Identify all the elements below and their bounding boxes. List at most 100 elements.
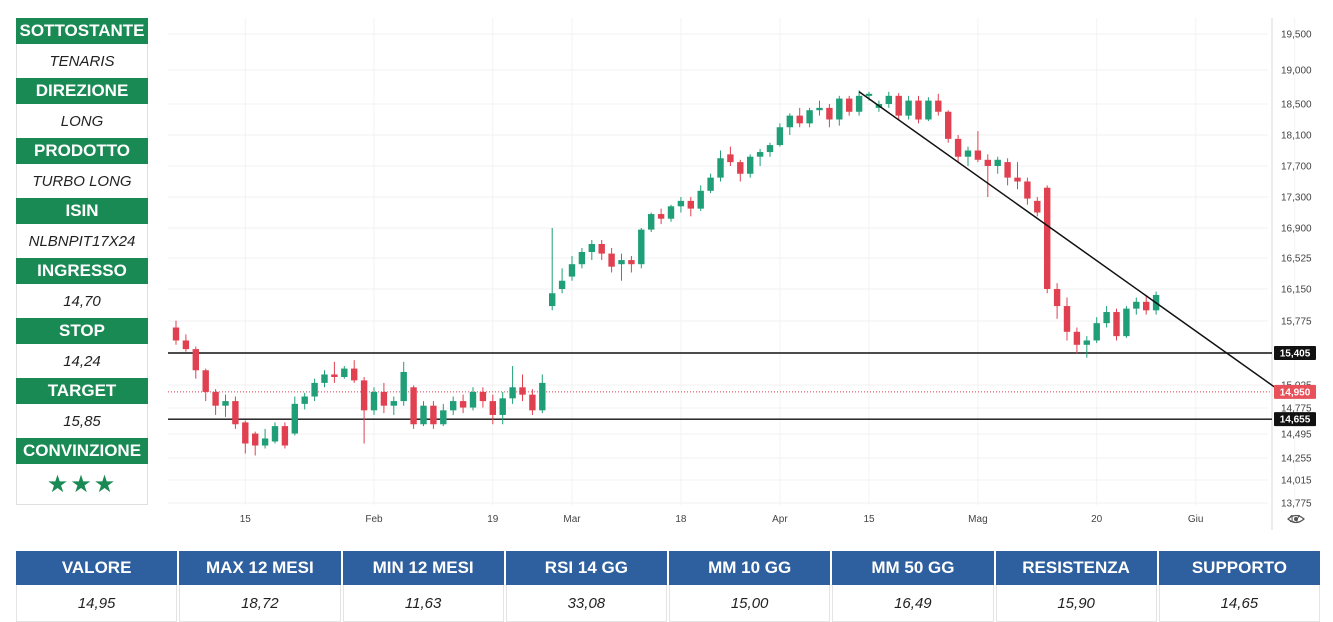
- x-tick-label: Mar: [563, 514, 581, 525]
- candle-body: [608, 253, 615, 267]
- candle-body: [390, 401, 397, 406]
- candle-body: [747, 156, 754, 174]
- candle: [855, 90, 863, 116]
- candle: [499, 391, 506, 425]
- candle-body: [974, 150, 982, 160]
- candle: [677, 197, 685, 213]
- candle: [509, 366, 516, 404]
- label-convinzione: CONVINZIONE: [16, 438, 148, 464]
- candle-body: [1004, 162, 1011, 178]
- candle: [1053, 283, 1061, 319]
- label-ingresso: INGRESSO: [16, 258, 148, 284]
- candle-body: [905, 100, 912, 116]
- candle: [994, 156, 1001, 174]
- candle-body: [499, 398, 506, 415]
- candle: [450, 396, 457, 415]
- candle-body: [271, 426, 279, 442]
- candle: [271, 422, 279, 444]
- candle: [638, 228, 645, 269]
- value-stop: 14,24: [16, 344, 148, 378]
- candle: [954, 135, 962, 163]
- candle: [1133, 297, 1140, 315]
- candle-body: [202, 370, 209, 392]
- candle-body: [400, 371, 407, 402]
- candle-body: [796, 115, 803, 124]
- price-chart: 19,500 19,000 18,500 18,100 17,700 17,300 16,9…: [168, 18, 1316, 530]
- candle: [430, 401, 437, 429]
- candle: [331, 361, 338, 383]
- value-sottostante: TENARIS: [16, 44, 148, 78]
- candle-body: [915, 100, 922, 120]
- candle-body: [677, 200, 685, 207]
- label-isin: ISIN: [16, 198, 148, 224]
- candle-body: [549, 293, 556, 307]
- candle-body: [1063, 306, 1071, 332]
- settings-eye-icon[interactable]: [1287, 514, 1305, 524]
- candle-body: [628, 260, 635, 265]
- candle-body: [430, 405, 437, 425]
- candle-body: [410, 387, 417, 425]
- candle: [1123, 306, 1130, 338]
- candle-body: [1093, 323, 1100, 341]
- candle: [420, 401, 427, 427]
- candle-body: [618, 260, 625, 265]
- candle-body: [351, 368, 358, 381]
- candle: [1103, 306, 1110, 328]
- candle: [1143, 294, 1150, 315]
- candle-body: [855, 95, 863, 112]
- candle: [756, 148, 764, 166]
- stat-value-mm50: 16,49: [832, 585, 994, 622]
- candle-body: [1123, 308, 1130, 337]
- candle-body: [1044, 187, 1051, 289]
- candle-body: [638, 229, 645, 265]
- candle: [1034, 197, 1041, 217]
- candle-body: [539, 382, 546, 411]
- candle: [1093, 317, 1100, 344]
- candle-body: [568, 264, 576, 277]
- candle-body: [450, 401, 457, 411]
- candle: [568, 256, 576, 281]
- label-direzione: DIREZIONE: [16, 78, 148, 104]
- candle: [1044, 185, 1051, 294]
- stat-label-rsi: RSI 14 GG: [505, 551, 667, 585]
- candle: [311, 378, 318, 402]
- value-isin: NLBNPIT17X24: [16, 224, 148, 258]
- candle-body: [420, 405, 427, 425]
- candle: [667, 204, 675, 222]
- candle-body: [697, 190, 704, 209]
- candle: [519, 374, 526, 402]
- candle-body: [1053, 289, 1061, 307]
- y-tick-label: 17,300: [1281, 193, 1312, 204]
- candle: [628, 256, 635, 273]
- candle: [1113, 308, 1120, 341]
- stat-value-min-12-mesi: 11,63: [342, 585, 504, 622]
- candle-body: [192, 349, 199, 371]
- stat-label-valore: VALORE: [16, 551, 178, 585]
- candle: [598, 240, 605, 261]
- candle-body: [776, 127, 784, 146]
- candle: [786, 113, 793, 135]
- candle-body: [727, 154, 734, 163]
- candle-body: [489, 401, 496, 415]
- candle-body: [459, 401, 467, 408]
- candle: [469, 387, 477, 411]
- stat-label-resistenza: RESISTENZA: [995, 551, 1157, 585]
- candle-body: [766, 145, 774, 153]
- candle: [182, 334, 190, 352]
- candle-body: [1014, 177, 1021, 182]
- candle: [529, 389, 536, 415]
- candle: [440, 403, 447, 427]
- candle: [945, 110, 952, 143]
- y-tick-label: 16,525: [1281, 254, 1312, 265]
- label-target: TARGET: [16, 378, 148, 404]
- candle: [459, 394, 467, 414]
- stats-table: VALORE MAX 12 MESI MIN 12 MESI RSI 14 GG…: [16, 551, 1320, 622]
- candle: [618, 253, 625, 281]
- candle-body: [786, 115, 793, 128]
- stat-label-max-12-mesi: MAX 12 MESI: [179, 551, 341, 585]
- candle: [984, 154, 991, 197]
- y-tick-label: 16,900: [1281, 224, 1312, 235]
- candle-body: [588, 244, 595, 252]
- trend-line: [858, 91, 1276, 388]
- candle-body: [964, 150, 972, 157]
